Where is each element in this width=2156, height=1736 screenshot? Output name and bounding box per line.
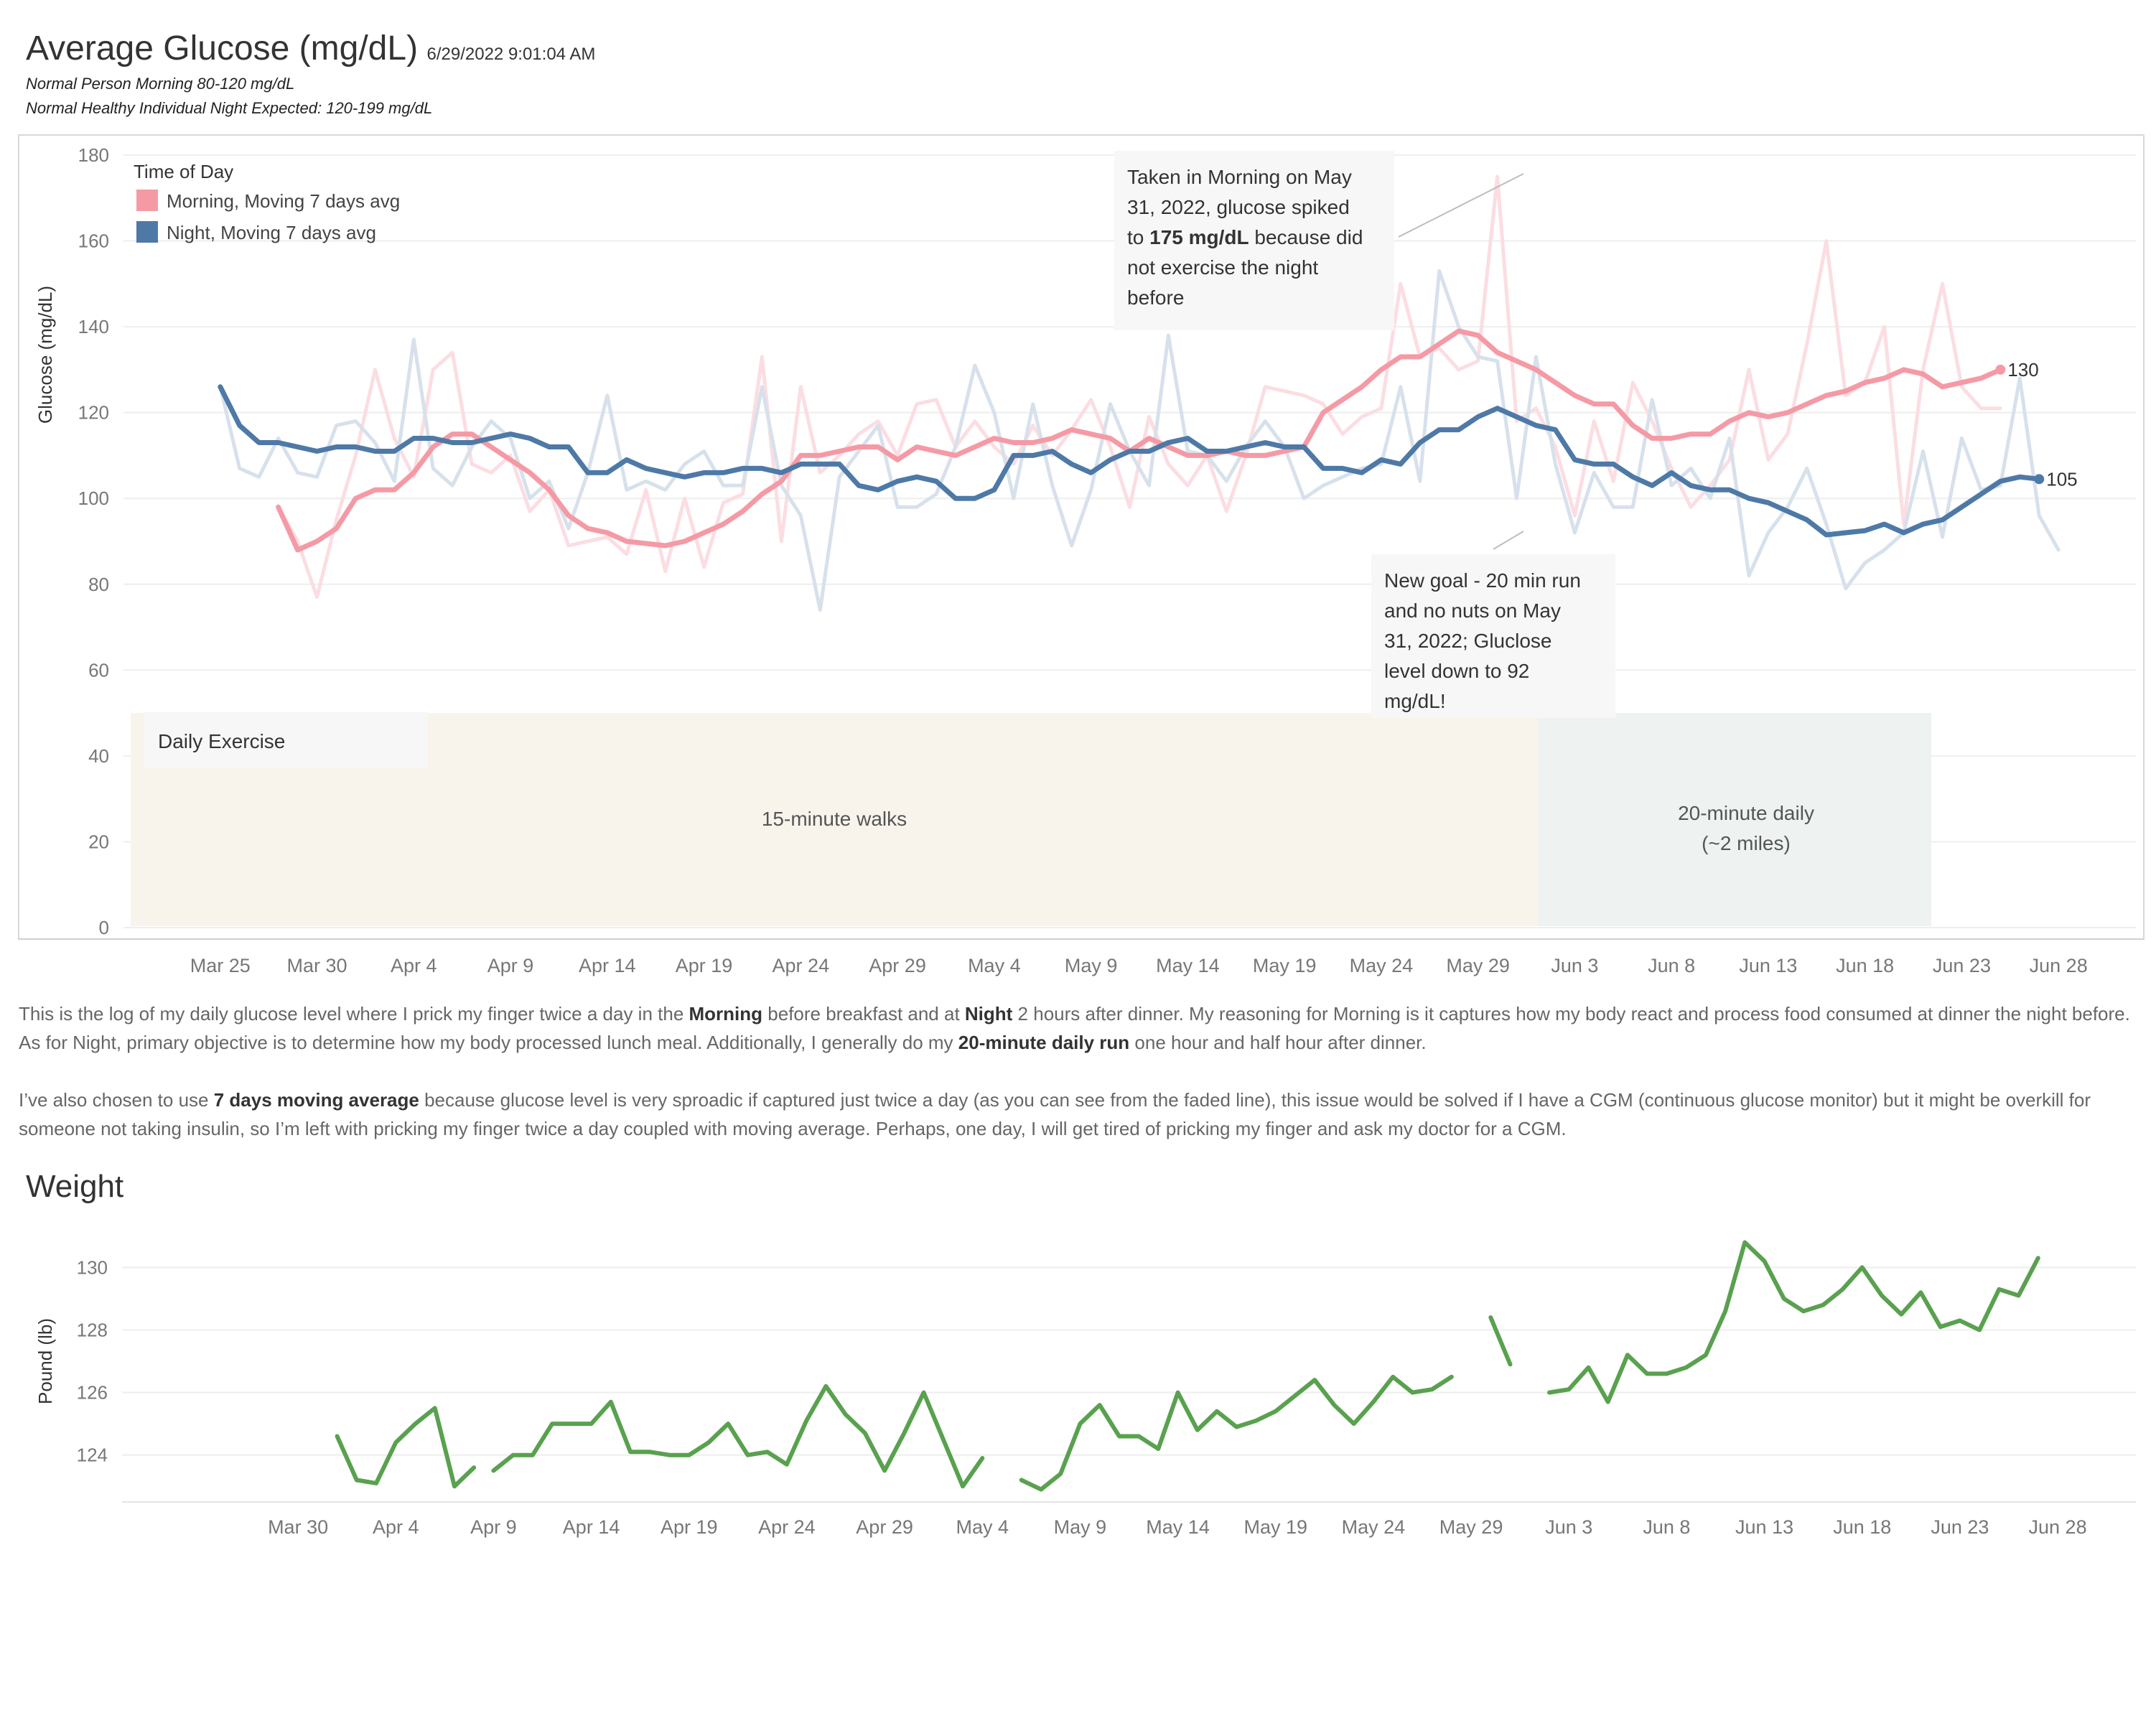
x-tick-label: Apr 9 [470,1516,517,1538]
end-label: 105 [2046,468,2077,490]
x-tick-label: May 29 [1446,955,1510,976]
weight-line-segment [1547,1240,2040,1404]
title-row: Average Glucose (mg/dL) 6/29/2022 9:01:0… [26,29,595,68]
x-tick-label: Mar 25 [190,955,251,976]
night-daily-line [218,269,2061,612]
legend-label: Night, Moving 7 days avg [167,222,376,243]
timestamp: 6/29/2022 9:01:04 AM [426,45,596,64]
x-tick-label: Jun 13 [1735,1516,1793,1538]
end-point [2034,474,2045,485]
band-label-run: 20-minute daily (~2 miles) [1678,802,1814,854]
morning-daily-line [276,174,2002,599]
description-paragraph-2: I’ve also chosen to use 7 days moving av… [19,1089,2091,1139]
annotation-text-goal: New goal - 20 min run and no nuts on May 3… [1384,569,1581,712]
x-tick-label: Apr 14 [563,1516,620,1538]
x-tick-label: May 19 [1253,955,1317,976]
y-tick-label: 128 [77,1319,108,1340]
x-tick-label: Jun 18 [1836,955,1894,976]
glucose-chart: 0 20 40 60 80 100 120 140 160 180 Glucose (mg/dL) 1… [18,134,2145,976]
y-axis-title: Glucose (mg/dL) [34,286,56,424]
x-tick-label: Apr 24 [758,1516,816,1538]
annotation-leader [1398,173,1524,238]
y-tick-label: 80 [88,574,109,595]
x-tick-label: Jun 8 [1643,1516,1690,1538]
x-tick-label: Mar 30 [268,1516,328,1538]
x-tick-label: Apr 4 [373,1516,419,1538]
x-tick-label: Apr 9 [487,955,534,976]
end-label: 130 [2007,359,2038,381]
band-title: Daily Exercise [158,730,285,752]
y-tick-label: 40 [88,745,109,767]
morning-avg-line [276,328,2003,553]
y-axis-title: Pound (lb) [34,1318,56,1404]
annotation-text-spike: Taken in Morning on May 31, 2022, glucose… [1127,166,1363,309]
y-tick-label: 120 [78,402,109,424]
description-paragraph-1: This is the log of my daily glucose leve… [19,1003,2130,1053]
weight-line-segment [491,1383,985,1489]
y-tick-label: 20 [88,831,109,852]
weight-line-segment [335,1406,477,1489]
y-tick-label: 124 [77,1445,108,1466]
x-tick-label: May 29 [1439,1516,1503,1538]
legend-swatch [136,221,158,243]
x-tick-label: Apr 14 [579,955,636,976]
x-tick-label: May 14 [1156,955,1220,976]
y-tick-label: 100 [78,487,109,509]
legend-swatch [136,190,158,211]
x-tick-label: Jun 28 [2029,1516,2087,1538]
x-tick-label: May 14 [1146,1516,1210,1538]
x-tick-label: May 24 [1342,1516,1406,1538]
x-tick-label: Apr 19 [676,955,733,976]
x-tick-label: Jun 3 [1545,1516,1592,1538]
band-title-box [144,712,428,768]
page-title: Average Glucose (mg/dL) [26,29,419,67]
x-tick-label: Apr 4 [391,955,437,976]
note-night: Normal Healthy Individual Night Expected… [26,99,433,117]
note-morning: Normal Person Morning 80-120 mg/dL [26,75,295,93]
x-tick-label: May 4 [968,955,1021,976]
x-tick-label: Apr 29 [856,1516,913,1538]
x-tick-label: May 19 [1243,1516,1307,1538]
weight-line-segment [1488,1315,1513,1367]
x-tick-label: May 9 [1054,1516,1107,1538]
annotation-box [1371,554,1615,718]
x-tick-label: May 9 [1065,955,1118,976]
x-tick-label: May 4 [956,1516,1009,1538]
y-tick-label: 140 [78,316,109,337]
annotation-box [1114,151,1394,330]
x-tick-label: Apr 29 [869,955,926,976]
x-tick-label: Jun 3 [1551,955,1598,976]
x-tick-label: Jun 18 [1833,1516,1891,1538]
y-tick-label: 180 [78,144,109,166]
x-tick-label: Jun 8 [1648,955,1695,976]
x-tick-label: Apr 19 [661,1516,718,1538]
legend-title: Time of Day [134,161,233,182]
y-tick-label: 0 [99,917,109,938]
weight-line-segment [1019,1374,1454,1492]
band-label-walks: 15-minute walks [762,808,907,830]
y-tick-label: 130 [77,1256,108,1278]
y-tick-label: 160 [78,230,109,252]
annotation-leader [1493,531,1524,550]
weight-title: Weight [26,1169,124,1204]
y-tick-label: 60 [88,659,109,681]
night-avg-line [218,384,2042,538]
x-tick-label: Apr 24 [773,955,830,976]
x-tick-label: Jun 23 [1933,955,1991,976]
end-point [1995,364,2006,375]
x-tick-label: May 24 [1350,955,1414,976]
legend-label: Morning, Moving 7 days avg [167,190,400,212]
exercise-band [1538,713,1931,926]
x-tick-label: Jun 23 [1931,1516,1989,1538]
x-tick-label: Jun 13 [1739,955,1797,976]
x-tick-label: Jun 28 [2030,955,2088,976]
x-tick-label: Mar 30 [286,955,347,976]
y-tick-label: 126 [77,1382,108,1404]
